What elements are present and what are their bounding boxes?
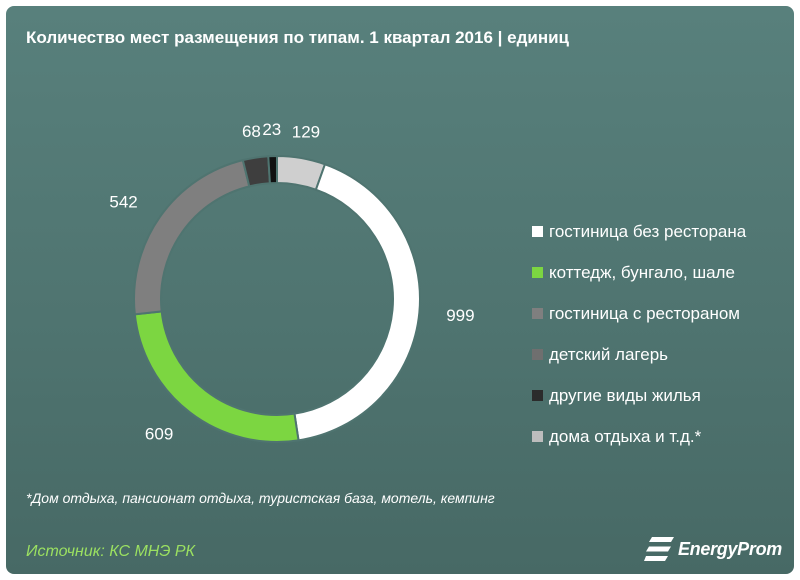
legend-item: детский лагерь xyxy=(532,334,782,375)
logo-text: EnergyProm xyxy=(677,538,782,559)
legend-swatch xyxy=(532,390,543,401)
footnote: *Дом отдыха, пансионат отдыха, туристска… xyxy=(26,490,495,506)
data-label: 999 xyxy=(446,306,474,325)
legend-item: дома отдыха и т.д.* xyxy=(532,416,782,457)
data-label: 129 xyxy=(292,122,320,141)
legend-label: детский лагерь xyxy=(549,344,669,364)
data-label: 68 xyxy=(242,122,261,141)
legend-label: гостиница без ресторана xyxy=(549,221,747,241)
legend-swatch xyxy=(532,308,543,319)
legend-label: другие виды жилья xyxy=(549,385,701,405)
donut-slice xyxy=(133,158,251,316)
energyprom-logo-icon xyxy=(643,537,674,561)
legend-label: гостиница с рестораном xyxy=(549,303,740,323)
legend-label: дома отдыха и т.д.* xyxy=(549,426,702,446)
legend-item: гостиница с рестораном xyxy=(532,293,782,334)
legend-item: другие виды жилья xyxy=(532,375,782,416)
chart-panel: Количество мест размещения по типам. 1 к… xyxy=(6,6,794,574)
data-label: 609 xyxy=(145,425,173,444)
chart-legend: гостиница без ресторана коттедж, бунгало… xyxy=(532,211,782,457)
source-note: Источник: КС МНЭ РК xyxy=(26,543,195,560)
donut-slices xyxy=(133,154,421,443)
donut-slice xyxy=(293,163,421,442)
legend-label: коттедж, бунгало, шале xyxy=(549,262,735,282)
data-labels: 129 999 609 542 68 23 xyxy=(109,120,474,444)
legend-swatch xyxy=(532,349,543,360)
data-label: 542 xyxy=(109,192,137,211)
legend-swatch xyxy=(532,226,543,237)
energyprom-logo: EnergyProm xyxy=(643,536,782,562)
chart-title: Количество мест размещения по типам. 1 к… xyxy=(26,28,569,47)
legend-swatch xyxy=(532,431,543,442)
legend-item: гостиница без ресторана xyxy=(532,211,782,252)
data-label: 23 xyxy=(262,120,281,139)
donut-slice xyxy=(267,154,278,185)
donut-slice xyxy=(133,310,300,443)
legend-item: коттедж, бунгало, шале xyxy=(532,252,782,293)
donut-chart: 129 999 609 542 68 23 xyxy=(109,120,474,444)
legend-swatch xyxy=(532,267,543,278)
